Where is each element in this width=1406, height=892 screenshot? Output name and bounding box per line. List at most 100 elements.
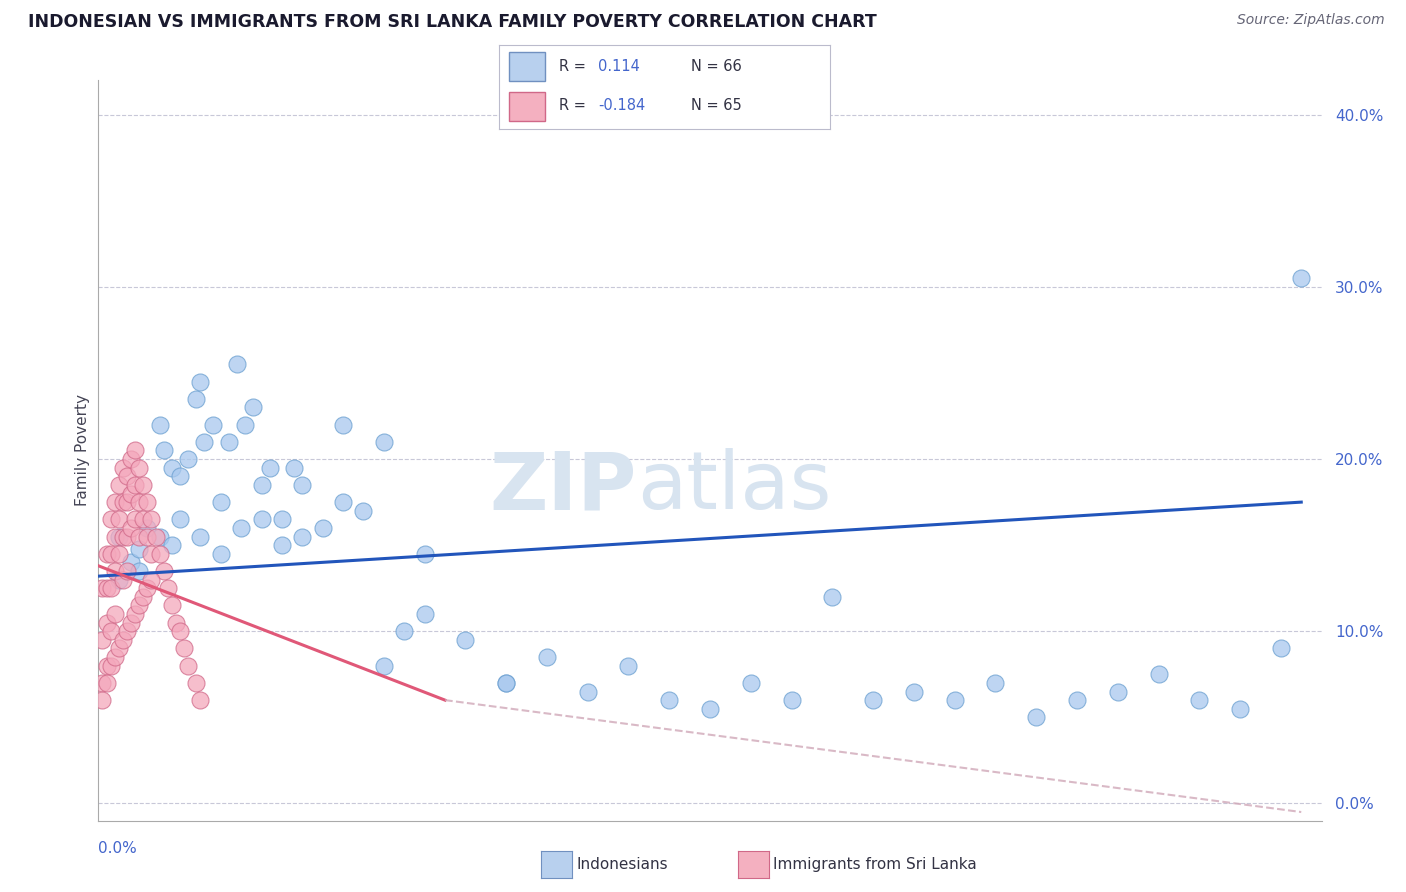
Point <box>128 599 150 613</box>
Point <box>862 693 884 707</box>
Point <box>1270 641 1292 656</box>
Point <box>91 632 114 647</box>
Point <box>984 676 1007 690</box>
Point <box>124 607 146 621</box>
Point <box>100 547 122 561</box>
Point <box>120 521 142 535</box>
Point <box>128 460 150 475</box>
Text: atlas: atlas <box>637 449 831 526</box>
Point <box>1066 693 1088 707</box>
Point <box>259 460 281 475</box>
Point <box>373 658 395 673</box>
Point <box>1107 684 1129 698</box>
Point <box>91 676 114 690</box>
Point <box>108 641 131 656</box>
Text: N = 65: N = 65 <box>690 98 741 113</box>
Point <box>1025 710 1047 724</box>
Point <box>128 541 150 556</box>
Point <box>141 573 163 587</box>
Point <box>100 658 122 673</box>
Point <box>186 676 208 690</box>
Point <box>209 495 232 509</box>
Point <box>108 478 131 492</box>
Point <box>903 684 925 698</box>
Point <box>96 615 118 630</box>
Point <box>96 658 118 673</box>
Point <box>108 530 131 544</box>
Point <box>141 512 163 526</box>
Point <box>177 452 200 467</box>
Point <box>149 530 172 544</box>
Point <box>270 538 294 552</box>
Point <box>536 650 558 665</box>
Point <box>576 684 599 698</box>
Point <box>413 547 436 561</box>
Text: -0.184: -0.184 <box>599 98 645 113</box>
Point <box>120 486 142 500</box>
Point <box>242 401 264 415</box>
Text: INDONESIAN VS IMMIGRANTS FROM SRI LANKA FAMILY POVERTY CORRELATION CHART: INDONESIAN VS IMMIGRANTS FROM SRI LANKA … <box>28 13 877 31</box>
Point <box>152 564 174 578</box>
Point <box>108 512 131 526</box>
Point <box>96 676 118 690</box>
Point <box>132 512 155 526</box>
Point <box>104 650 127 665</box>
Point <box>152 443 174 458</box>
Point <box>124 443 146 458</box>
Point <box>108 547 131 561</box>
Point <box>1229 702 1251 716</box>
Point <box>413 607 436 621</box>
Y-axis label: Family Poverty: Family Poverty <box>75 394 90 507</box>
Point <box>495 676 517 690</box>
Point <box>100 581 122 595</box>
Point <box>111 460 134 475</box>
Point <box>111 632 134 647</box>
Point <box>332 417 354 432</box>
Point <box>96 547 118 561</box>
Point <box>111 495 134 509</box>
Point <box>108 573 131 587</box>
Point <box>188 530 212 544</box>
Point <box>186 392 208 406</box>
Point <box>136 581 159 595</box>
Point <box>104 607 127 621</box>
Text: 0.0%: 0.0% <box>98 841 138 856</box>
Point <box>373 434 395 449</box>
Point <box>128 495 150 509</box>
Point <box>250 512 273 526</box>
Point <box>291 530 314 544</box>
Text: ZIP: ZIP <box>489 449 637 526</box>
Point <box>283 460 305 475</box>
Point <box>141 547 163 561</box>
Point <box>104 495 127 509</box>
Point <box>115 530 138 544</box>
Point <box>1147 667 1170 681</box>
Point <box>658 693 681 707</box>
Point <box>740 676 762 690</box>
Point <box>160 599 183 613</box>
Point <box>209 547 232 561</box>
Point <box>169 469 191 483</box>
Text: Indonesians: Indonesians <box>576 857 668 871</box>
Point <box>165 615 187 630</box>
Point <box>1188 693 1211 707</box>
Point <box>111 530 134 544</box>
Point <box>188 693 212 707</box>
Point <box>136 530 159 544</box>
Point <box>226 357 249 371</box>
Point <box>169 512 191 526</box>
Text: Immigrants from Sri Lanka: Immigrants from Sri Lanka <box>773 857 977 871</box>
Point <box>193 434 215 449</box>
Point <box>115 624 138 639</box>
Point <box>780 693 803 707</box>
Point <box>495 676 517 690</box>
Point <box>111 573 134 587</box>
Bar <box>509 92 546 120</box>
Point <box>132 478 155 492</box>
Point <box>173 641 195 656</box>
Point <box>1291 271 1313 285</box>
Point <box>312 521 335 535</box>
Point <box>231 521 253 535</box>
Point <box>291 478 314 492</box>
Point <box>149 547 172 561</box>
